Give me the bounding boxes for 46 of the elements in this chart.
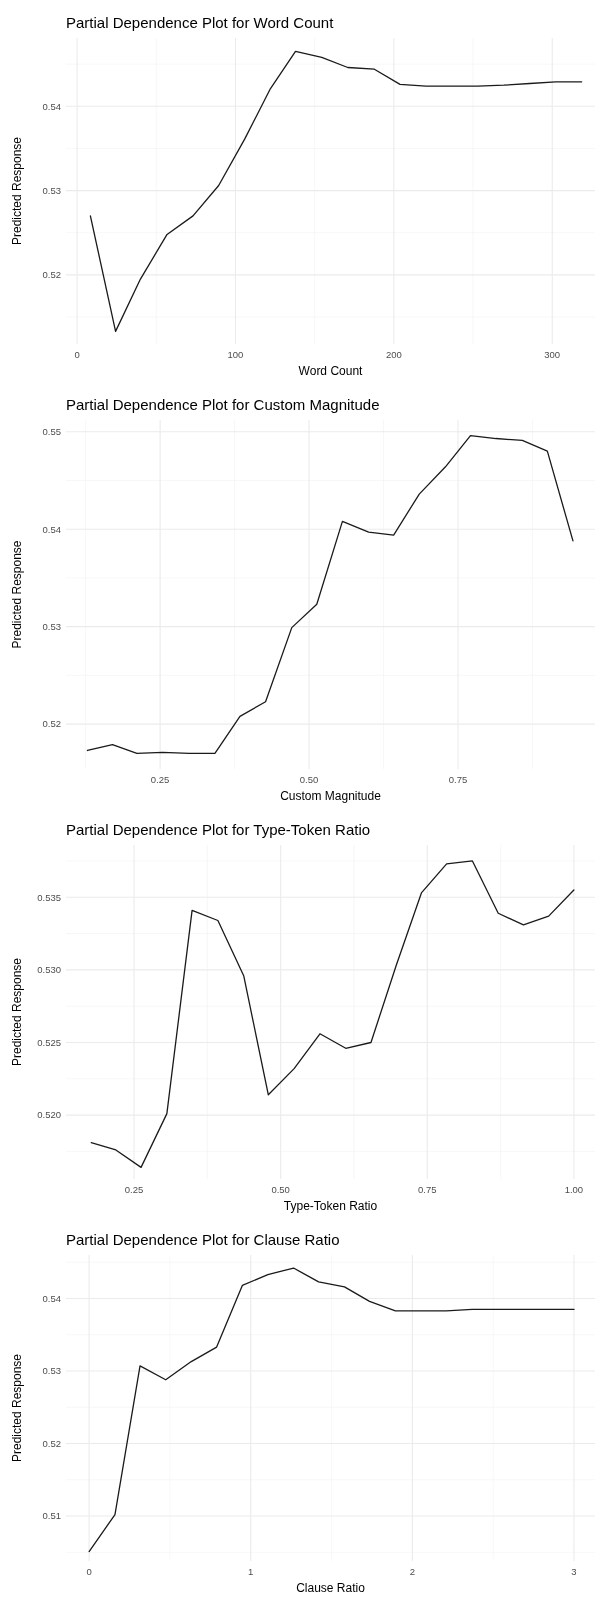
x-tick-label: 0.50 (271, 1184, 290, 1195)
y-tick-label: 0.54 (42, 1292, 61, 1304)
y-tick-label: 0.52 (42, 269, 61, 281)
y-tick-label: 0.530 (37, 964, 61, 976)
x-tick-label: 1 (248, 1566, 254, 1577)
y-tick-label: 0.53 (42, 621, 61, 632)
x-axis-title: Word Count (298, 364, 364, 378)
y-axis-title: Predicted Response (10, 540, 24, 649)
y-tick-label: 0.520 (37, 1109, 61, 1121)
chart-title: Partial Dependence Plot for Custom Magnitude (66, 396, 380, 413)
y-tick-label: 0.53 (42, 1365, 61, 1377)
x-tick-label: 0.75 (448, 774, 468, 785)
y-tick-label: 0.525 (37, 1036, 61, 1048)
chart-title: Partial Dependence Plot for Word Count (66, 14, 335, 31)
line-series (88, 1267, 575, 1553)
y-axis-title: Predicted Response (10, 136, 24, 246)
x-tick-label: 0 (86, 1566, 92, 1577)
x-axis-title: Custom Magnitude (280, 789, 382, 803)
x-tick-label: 0.50 (299, 774, 319, 785)
chart-title: Partial Dependence Plot for Type-Token Ratio (66, 821, 371, 838)
x-tick-label: 0.75 (418, 1184, 437, 1195)
y-tick-label: 0.52 (42, 718, 61, 730)
y-tick-label: 0.52 (42, 1437, 61, 1449)
y-tick-label: 0.535 (37, 891, 61, 903)
x-tick-label: 2 (409, 1566, 416, 1577)
x-tick-label: 1.00 (564, 1184, 584, 1195)
y-tick-label: 0.53 (42, 184, 61, 196)
line-series (86, 434, 574, 755)
x-tick-label: 0.25 (124, 1184, 144, 1195)
x-tick-label: 0 (74, 349, 80, 360)
line-series (90, 860, 575, 1169)
y-axis-title: Predicted Response (10, 1353, 24, 1463)
x-tick-label: 0.25 (150, 774, 170, 785)
x-axis-title: Clause Ratio (296, 1581, 366, 1595)
chart-title: Partial Dependence Plot for Clause Ratio (66, 1231, 340, 1248)
x-axis-title: Type-Token Ratio (283, 1199, 378, 1213)
y-axis-title: Predicted Response (10, 957, 24, 1067)
y-tick-label: 0.51 (42, 1510, 61, 1522)
y-tick-label: 0.55 (42, 426, 61, 438)
x-tick-label: 200 (385, 349, 402, 360)
x-tick-label: 100 (227, 349, 244, 360)
y-tick-label: 0.54 (42, 523, 61, 535)
x-tick-label: 300 (544, 349, 561, 360)
y-tick-label: 0.54 (42, 100, 61, 112)
x-tick-label: 3 (571, 1566, 577, 1577)
line-series (89, 50, 583, 333)
